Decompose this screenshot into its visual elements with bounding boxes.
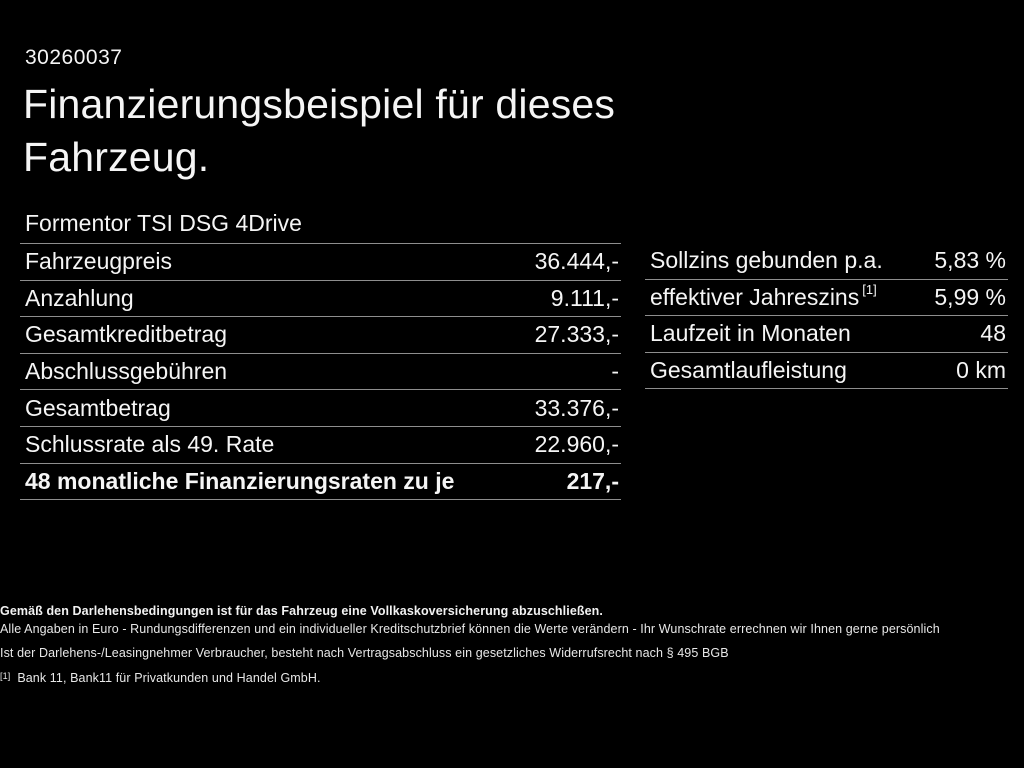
row-value: 36.444,- [534,248,619,275]
row-value: 5,83 % [934,247,1006,274]
row-value: 0 km [956,357,1006,384]
finance-row-fahrzeugpreis: Fahrzeugpreis 36.444,- [20,244,621,281]
row-label: Laufzeit in Monaten [650,320,851,347]
row-label: 48 monatliche Finanzierungsraten zu je [25,467,455,494]
row-label: Gesamtbetrag [25,394,171,421]
finance-table-right: Sollzins gebunden p.a. 5,83 % effektiver… [645,243,1008,390]
footnote-disclaimer: Alle Angaben in Euro - Rundungsdifferenz… [0,622,940,636]
footnote-marker-1: [1] [0,671,11,681]
row-value: 217,- [566,467,619,494]
row-value: 9.111,- [550,284,619,311]
footnote-withdrawal-right: Ist der Darlehens-/Leasingnehmer Verbrau… [0,646,729,660]
row-value: - [611,358,619,385]
finance-row-schlussrate: Schlussrate als 49. Rate 22.960,- [20,427,621,464]
finance-row-gesamtlaufleistung: Gesamtlaufleistung 0 km [645,353,1008,390]
page-title-line2: Fahrzeug. [23,134,210,180]
doc-number: 30260037 [25,46,123,69]
row-label: Anzahlung [25,284,134,311]
footnote-bank-text: Bank 11, Bank11 für Privatkunden und Han… [17,671,321,685]
row-value: 22.960,- [534,431,619,458]
row-label: Gesamtkreditbetrag [25,321,227,348]
row-label: Abschlussgebühren [25,358,228,385]
vehicle-model: Formentor TSI DSG 4Drive [25,210,302,236]
finance-row-effektiver-jahreszins: effektiver Jahreszins [1] 5,99 % [645,280,1008,317]
row-label-text: effektiver Jahreszins [650,283,860,310]
finance-row-monatsrate: 48 monatliche Finanzierungsraten zu je 2… [20,464,621,501]
row-label: Fahrzeugpreis [25,248,173,275]
row-label: Gesamtlaufleistung [650,357,847,384]
row-value: 48 [980,320,1006,347]
row-value: 33.376,- [534,394,619,421]
row-value: 27.333,- [534,321,619,348]
footnote-ref-1: [1] [862,282,877,298]
row-label: Sollzins gebunden p.a. [650,247,883,274]
row-label: effektiver Jahreszins [1] [650,282,877,311]
page-title: Finanzierungsbeispiel für dieses Fahrzeug… [23,78,783,184]
footnote-bank: [1] Bank 11, Bank11 für Privatkunden und … [0,671,975,687]
finance-row-gesamtkreditbetrag: Gesamtkreditbetrag 27.333,- [20,317,621,354]
footnote-insurance: Gemäß den Darlehensbedingungen ist für d… [0,604,603,618]
finance-table-left: Fahrzeugpreis 36.444,- Anzahlung 9.111,-… [20,243,621,501]
finance-row-sollzins: Sollzins gebunden p.a. 5,83 % [645,243,1008,280]
row-value: 5,99 % [934,283,1006,310]
finance-row-laufzeit: Laufzeit in Monaten 48 [645,316,1008,353]
row-label: Schlussrate als 49. Rate [25,431,275,458]
finance-row-anzahlung: Anzahlung 9.111,- [20,281,621,318]
page-title-line1: Finanzierungsbeispiel für dieses [23,81,616,127]
finance-row-gesamtbetrag: Gesamtbetrag 33.376,- [20,390,621,427]
finance-row-abschlussgebuehren: Abschlussgebühren - [20,354,621,391]
